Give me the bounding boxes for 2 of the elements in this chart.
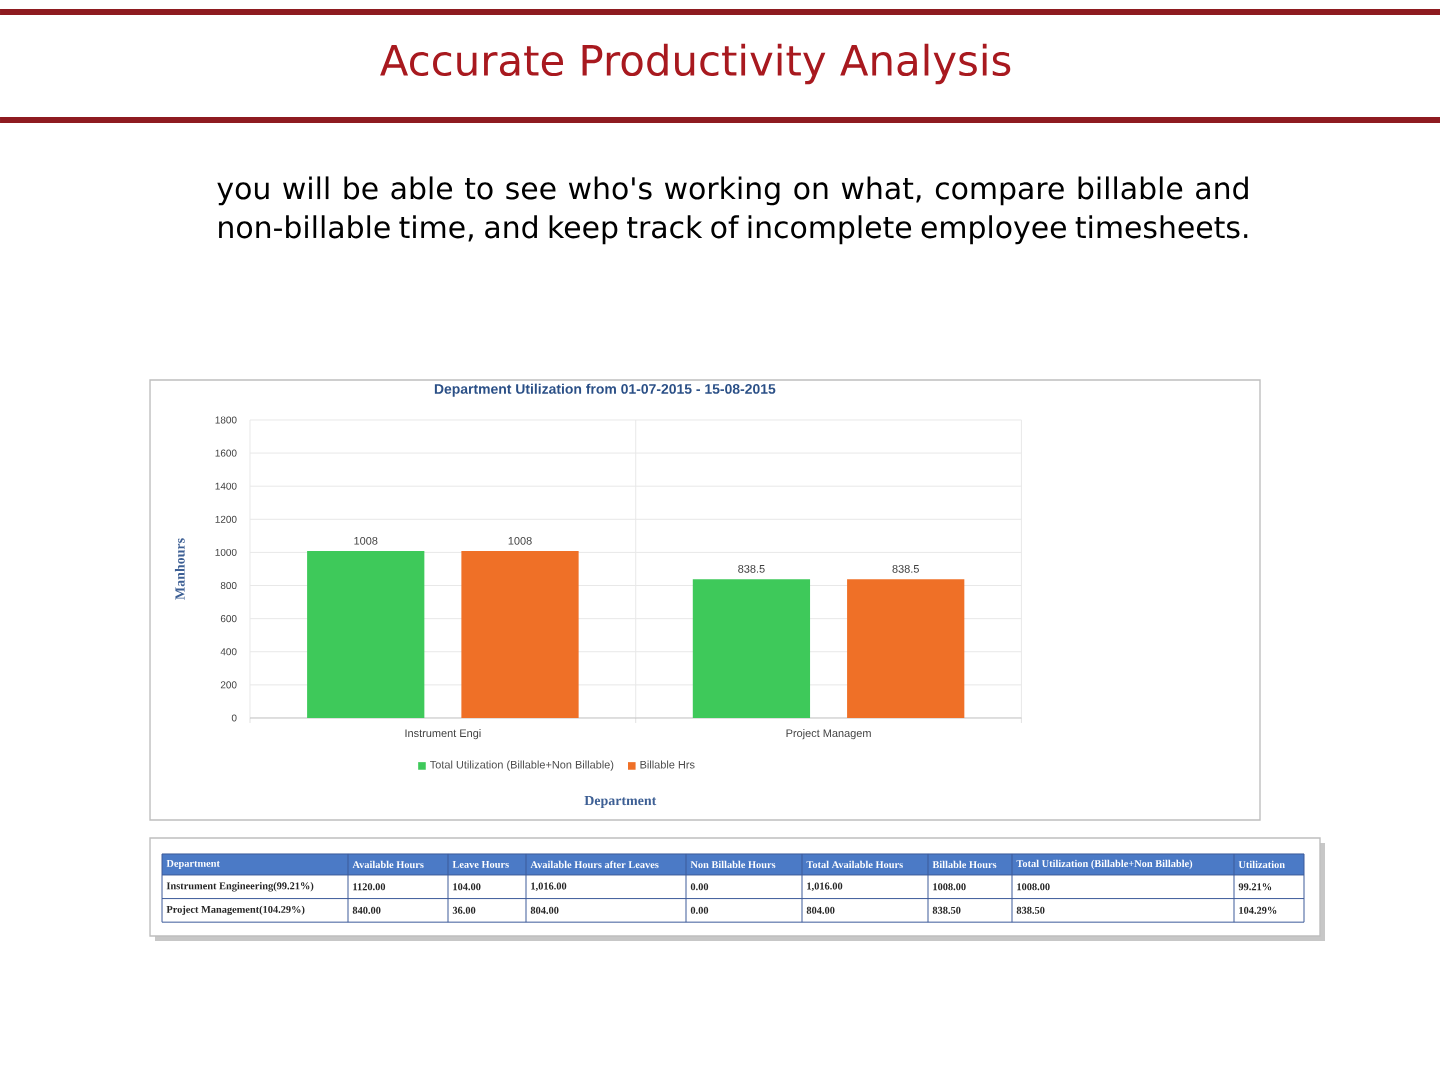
text: Accurate Productivity Analysis bbox=[380, 43, 1011, 85]
text: you will be able to see who's working on what, compare billable and non-billable time, and keep track of incomplete employee timesheets. bbox=[217, 176, 1248, 245]
